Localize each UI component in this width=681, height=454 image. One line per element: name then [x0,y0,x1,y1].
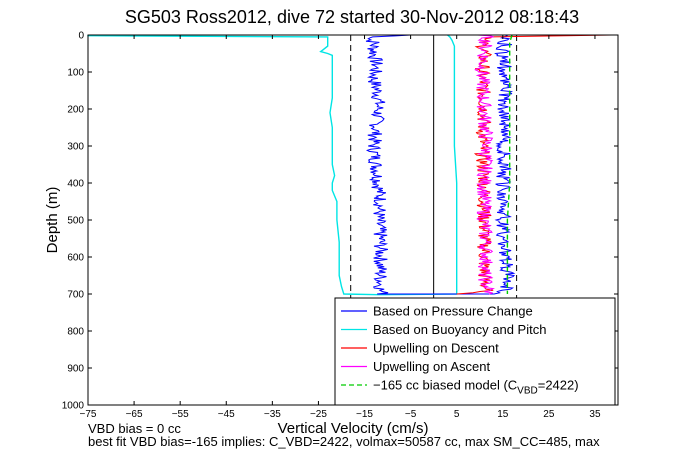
series-group [87,34,613,296]
series-line-4 [506,34,513,294]
x-tick-label-10: 25 [543,409,555,420]
x-axis-label: Vertical Velocity (cm/s) [278,420,429,437]
y-tick-label-3: 300 [67,142,84,153]
legend-label-2: Upwelling on Descent [373,341,499,356]
x-axis: −75 −65 −55 −45 −35 −25 −15 −5 5 15 25 35 [80,35,601,420]
x-tick-label-3: −45 [218,409,235,420]
x-tick-label-7: −5 [405,409,417,420]
y-tick-label-9: 900 [67,364,84,375]
legend-box [334,297,616,406]
y-tick-label-6: 600 [67,253,84,264]
x-tick-label-9: 15 [497,409,509,420]
x-tick-label-5: −25 [310,409,327,420]
legend-label-3: Upwelling on Ascent [373,359,490,374]
y-tick-label-10: 1000 [62,401,85,412]
y-tick-label-0: 0 [78,31,84,42]
chart-title: SG503 Ross2012, dive 72 started 30-Nov-2… [125,7,579,27]
footer-vbd-bias: VBD bias = 0 cc [88,421,181,436]
footer-best-fit: best fit VBD bias=-165 implies: C_VBD=24… [88,434,600,449]
y-tick-label-1: 100 [67,68,84,79]
x-tick-label-8: 5 [454,409,460,420]
x-tick-label-0: −75 [80,409,97,420]
y-axis: 0 100 200 300 400 500 600 700 800 900 1000 [62,31,618,412]
x-tick-label-11: 35 [589,409,601,420]
x-tick-label-1: −65 [126,409,143,420]
series-line-1 [87,34,458,296]
y-tick-label-7: 700 [67,290,84,301]
x-tick-label-2: −55 [172,409,189,420]
y-tick-label-8: 800 [67,327,84,338]
y-axis-label: Depth (m) [44,187,61,254]
series-line-3 [474,34,496,295]
y-tick-label-4: 400 [67,179,84,190]
series-line-0 [365,34,516,295]
legend-label-1: Based on Buoyancy and Pitch [373,322,546,337]
x-tick-label-4: −35 [264,409,281,420]
legend: Based on Pressure Change Based on Buoyanc… [334,297,616,406]
legend-label-0: Based on Pressure Change [373,304,533,319]
y-tick-label-5: 500 [67,216,84,227]
x-tick-label-6: −15 [356,409,373,420]
y-tick-label-2: 200 [67,105,84,116]
